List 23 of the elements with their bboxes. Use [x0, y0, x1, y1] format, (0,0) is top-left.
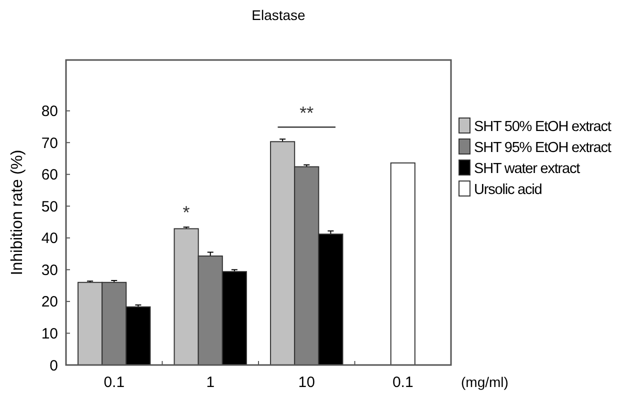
y-tick-label: 60 [41, 166, 58, 184]
y-tick-label: 70 [41, 134, 58, 152]
y-tick-label: 20 [41, 294, 58, 311]
annotation: * [182, 202, 190, 223]
y-tick-label: 0 [50, 357, 58, 374]
bar [390, 162, 416, 366]
legend-label: Ursolic acid [474, 182, 542, 198]
y-tick-label: 30 [41, 262, 58, 279]
x-tick-label: 0.1 [392, 374, 414, 391]
legend-label: SHT 95% EtOH extract [474, 140, 612, 156]
chart-title: Elastase [252, 7, 306, 23]
x-tick-label: 0.1 [104, 374, 125, 391]
y-tick-label: 40 [41, 230, 58, 248]
y-tick-label: 10 [41, 325, 58, 342]
y-axis-title: Inhibition rate (%) [9, 150, 26, 276]
y-tick-label: 50 [41, 198, 58, 216]
x-tick-label: 10 [298, 374, 315, 391]
x-tick-label: 1 [206, 374, 215, 391]
annotation: ** [300, 103, 314, 124]
x-axis-title: (mg/ml) [461, 374, 508, 390]
legend-label: SHT 50% EtOH extract [474, 119, 612, 136]
y-tick-label: 80 [41, 103, 58, 120]
legend-label: SHT water extract [474, 161, 580, 178]
